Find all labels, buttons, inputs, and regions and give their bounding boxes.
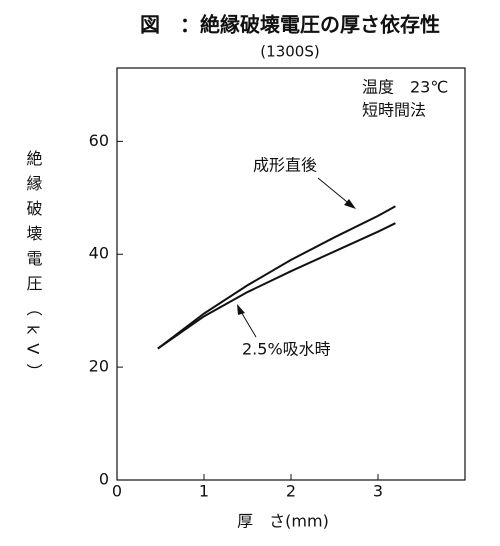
y-tick-label: 40: [89, 244, 109, 263]
y-tick-label: 60: [89, 131, 109, 150]
y-tick-label: 0: [99, 470, 109, 489]
series-label: 2.5%吸水時: [242, 340, 331, 359]
x-tick-label: 3: [373, 482, 383, 501]
series-line: [157, 222, 396, 350]
plot-frame: [116, 67, 466, 481]
annotation: 短時間法: [362, 101, 426, 120]
series-label: 成形直後: [253, 156, 317, 175]
x-axis-label: 厚 さ(mm): [237, 512, 329, 531]
leader-line: [239, 309, 257, 338]
series-line: [157, 205, 396, 350]
y-tick-label: 20: [89, 357, 109, 376]
x-tick-label: 0: [112, 482, 122, 501]
arrow-head: [237, 304, 245, 315]
chart-title: 図 ：絶縁破壊電圧の厚さ依存性: [140, 13, 440, 37]
leader-line: [317, 177, 353, 207]
x-tick-label: 1: [199, 482, 209, 501]
annotation: 温度 23℃: [362, 78, 448, 97]
arrow-head: [344, 199, 356, 209]
y-axis-label: 絶縁破壊電圧（kV）: [24, 150, 43, 388]
chart-subtitle: (1300S): [260, 43, 319, 61]
x-tick-label: 2: [286, 482, 296, 501]
